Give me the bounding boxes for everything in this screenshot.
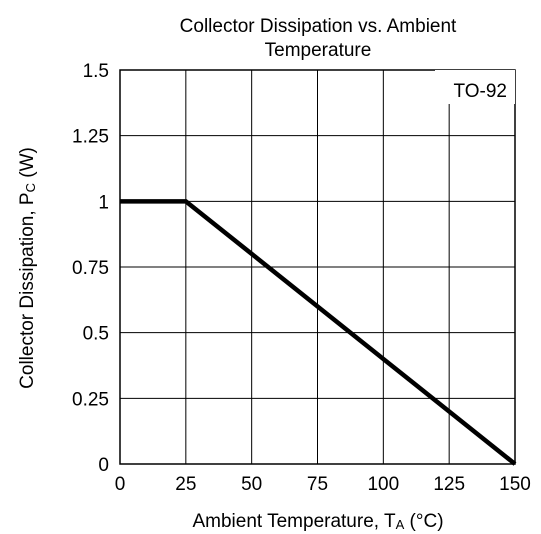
y-tick-label: 0.5: [83, 324, 109, 345]
x-tick-label: 125: [433, 474, 465, 495]
y-tick-labels: 0 0.25 0.5 0.75 1 1.25 1.5: [72, 61, 109, 476]
x-axis-label-unit: (°C): [404, 511, 443, 532]
y-tick-label: 0.75: [72, 258, 109, 279]
package-label: TO-92: [453, 81, 507, 102]
x-axis-label-main: Ambient Temperature, T: [192, 511, 396, 532]
x-tick-label: 75: [307, 474, 328, 495]
package-label-box: [435, 70, 515, 104]
y-tick-label: 1.25: [72, 127, 109, 148]
y-tick-label: 1: [98, 192, 109, 213]
x-tick-label: 25: [175, 474, 196, 495]
chart-title-line2: Temperature: [265, 40, 372, 61]
x-axis-label-subscript: A: [396, 517, 405, 532]
x-tick-labels: 0 25 50 75 100 125 150: [115, 474, 531, 495]
x-tick-label: 0: [115, 474, 126, 495]
x-tick-label: 150: [499, 474, 531, 495]
plot-frame: [119, 69, 516, 465]
chart-title-line1: Collector Dissipation vs. Ambient: [180, 16, 457, 37]
y-axis-label-unit: (W): [17, 147, 38, 183]
y-tick-label: 0: [98, 455, 109, 476]
y-tick-label: 1.5: [83, 61, 109, 82]
grid: [119, 69, 516, 465]
x-axis-label: Ambient Temperature, TA (°C): [192, 511, 443, 532]
y-axis-label-subscript: C: [23, 183, 38, 192]
series-line-derating: [120, 199, 517, 466]
x-tick-label: 100: [367, 474, 399, 495]
x-tick-label: 50: [241, 474, 262, 495]
y-tick-label: 0.25: [72, 389, 109, 410]
y-axis-label: Collector Dissipation, PC (W): [17, 147, 38, 389]
y-axis-label-main: Collector Dissipation, P: [17, 192, 38, 388]
